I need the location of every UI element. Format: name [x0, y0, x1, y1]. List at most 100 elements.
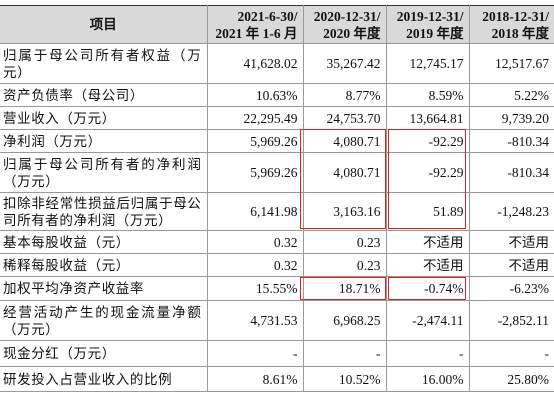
- value-cell: 25.80%: [468, 366, 554, 392]
- cell-text: 10.63%: [255, 87, 298, 103]
- value-cell: 12,517.67: [468, 43, 554, 84]
- label-cell: 扣除非经常性损益后归属于母公司所有者的净利润（万元）: [0, 192, 208, 231]
- label-cell: 稀释每股收益（元）: [0, 253, 208, 277]
- cell-text: 现金分红（万元）: [3, 346, 116, 361]
- header-cell: 2021-6-30/2021 年 1-6 月: [206, 5, 304, 44]
- value-cell: 35,267.42: [302, 43, 387, 84]
- header-cell: 2019-12-31/2019 年度: [385, 5, 470, 44]
- cell-text: 6,968.25: [333, 313, 381, 328]
- cell-text: 项目: [89, 17, 117, 32]
- value-cell: 10.52%: [302, 366, 387, 392]
- cell-text: 0.32: [273, 234, 298, 250]
- cell-text: 2019-12-31/: [396, 8, 464, 24]
- value-cell: -92.29: [385, 152, 470, 193]
- cell-text: 2018-12-31/: [482, 8, 549, 24]
- header-cell: 2018-12-31/2018 年度: [468, 5, 554, 44]
- cell-text: 不适用: [508, 257, 550, 273]
- table-row: 稀释每股收益（元） 0.32 0.23 不适用 不适用: [0, 253, 554, 277]
- table-row: 资产负债率（母公司） 10.63% 8.77% 8.59% 5.22%: [0, 83, 554, 107]
- cell-text: 4,731.53: [250, 313, 298, 328]
- cell-text: 18.71%: [338, 281, 381, 296]
- cell-text: 5,969.26: [250, 133, 298, 149]
- table-row: 加权平均净资产收益率 15.55% 18.71% -0.74% -6.23%: [0, 276, 554, 301]
- financial-table: 项目 2021-6-30/2021 年 1-6 月 2020-12-31/2020 …: [0, 5, 554, 392]
- value-cell: -0.74%: [385, 276, 470, 301]
- cell-text: 2021 年 1-6 月: [215, 25, 298, 41]
- value-cell: 10.63%: [206, 83, 304, 107]
- value-cell: 0.32: [206, 253, 304, 277]
- cell-text: 5.22%: [514, 87, 549, 103]
- value-cell: 6,141.98: [206, 192, 304, 231]
- value-cell: -: [302, 340, 387, 367]
- value-cell: 5.22%: [468, 83, 554, 107]
- cell-text: 5,969.26: [250, 165, 298, 180]
- header-cell: 2020-12-31/2020 年度: [302, 5, 387, 44]
- value-cell: 不适用: [385, 230, 470, 254]
- cell-text: 41,628.02: [243, 56, 298, 71]
- cell-text: 35,267.42: [326, 56, 381, 71]
- value-cell: 0.23: [302, 253, 387, 277]
- table-row: 经营活动产生的现金流量净额（万元） 4,731.53 6,968.25 -2,474.…: [0, 300, 554, 341]
- cell-text: 扣除非经常性损益后归属于母公司所有者的净利润（万元）: [3, 195, 202, 228]
- cell-text: 15.55%: [255, 281, 298, 296]
- value-cell: 24,753.70: [302, 106, 387, 130]
- value-cell: -2,852.11: [468, 300, 554, 341]
- cell-text: -810.34: [507, 165, 549, 180]
- label-cell: 研发投入占营业收入的比例: [0, 366, 208, 392]
- value-cell: 不适用: [468, 253, 554, 277]
- cell-text: -2,474.11: [412, 313, 464, 328]
- cell-text: 2021-6-30/: [237, 8, 298, 24]
- value-cell: -: [206, 340, 304, 367]
- value-cell: 12,745.17: [385, 43, 470, 84]
- cell-text: -: [376, 346, 381, 361]
- cell-text: 基本每股收益（元）: [3, 234, 130, 250]
- cell-text: 6,141.98: [250, 204, 298, 219]
- table-row: 扣除非经常性损益后归属于母公司所有者的净利润（万元） 6,141.98 3,163.…: [0, 192, 554, 231]
- cell-text: 加权平均净资产收益率: [3, 281, 144, 296]
- cell-text: 12,745.17: [409, 56, 464, 71]
- value-cell: 5,969.26: [206, 129, 304, 153]
- label-cell: 资产负债率（母公司）: [0, 83, 208, 107]
- value-cell: 0.32: [206, 230, 304, 254]
- cell-text: 2020 年度: [323, 25, 381, 41]
- cell-text: 4,080.71: [333, 133, 381, 149]
- cell-text: -810.34: [507, 133, 549, 149]
- label-cell: 净利润（万元）: [0, 129, 208, 153]
- label-cell: 归属于母公司所有者的净利润（万元）: [0, 152, 208, 193]
- cell-text: -: [459, 346, 464, 361]
- value-cell: -: [468, 340, 554, 367]
- cell-text: -: [293, 346, 298, 361]
- cell-text: 净利润（万元）: [3, 133, 102, 149]
- table-row: 基本每股收益（元） 0.32 0.23 不适用 不适用: [0, 230, 554, 254]
- cell-text: 研发投入占营业收入的比例: [3, 371, 173, 387]
- value-cell: 4,080.71: [302, 129, 387, 153]
- cell-text: -: [544, 346, 550, 361]
- cell-text: 8.77%: [345, 87, 381, 103]
- table-row: 营业收入（万元） 22,295.49 24,753.70 13,664.81 9,739…: [0, 106, 554, 130]
- value-cell: 16.00%: [385, 366, 470, 392]
- header-row: 项目 2021-6-30/2021 年 1-6 月 2020-12-31/2020 …: [0, 5, 554, 44]
- cell-text: 归属于母公司所有者的净利润（万元）: [3, 156, 202, 189]
- value-cell: 9,739.20: [468, 106, 554, 130]
- cell-text: -2,852.11: [497, 313, 549, 328]
- cell-text: 稀释每股收益（元）: [3, 257, 130, 273]
- cell-text: 归属于母公司所有者权益（万元）: [3, 47, 202, 80]
- value-cell: 不适用: [468, 230, 554, 254]
- value-cell: 13,664.81: [385, 106, 470, 130]
- label-cell: 加权平均净资产收益率: [0, 276, 208, 301]
- table-row: 归属于母公司所有者的净利润（万元） 5,969.26 4,080.71 -92.29 -…: [0, 152, 554, 193]
- cell-text: 营业收入（万元）: [3, 110, 116, 126]
- value-cell: 41,628.02: [206, 43, 304, 84]
- value-cell: -: [385, 340, 470, 367]
- cell-text: 不适用: [423, 234, 464, 250]
- cell-text: -1,248.23: [497, 204, 549, 219]
- value-cell: -92.29: [385, 129, 470, 153]
- cell-text: -6.23%: [509, 281, 549, 296]
- value-cell: 不适用: [385, 253, 470, 277]
- cell-text: 9,739.20: [501, 110, 549, 126]
- table-row: 归属于母公司所有者权益（万元） 41,628.02 35,267.42 12,745.…: [0, 43, 554, 84]
- cell-text: 2018 年度: [491, 25, 549, 41]
- table-body: 归属于母公司所有者权益（万元） 41,628.02 35,267.42 12,745.…: [0, 43, 554, 392]
- cell-text: 3,163.16: [333, 204, 381, 219]
